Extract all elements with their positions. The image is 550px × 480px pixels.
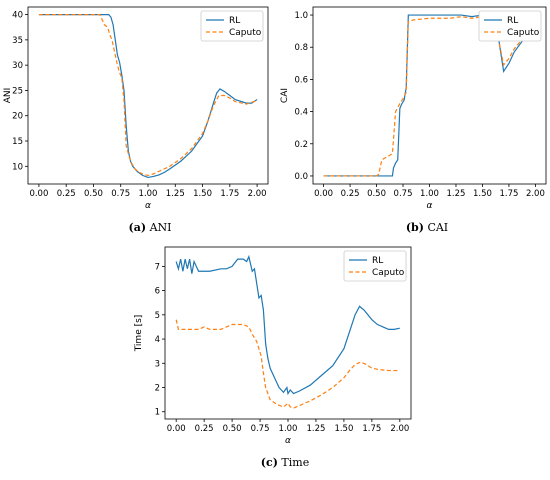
legend-label-caputo: Caputo	[507, 28, 540, 38]
x-tick-label: 0.50	[223, 424, 242, 434]
x-tick-label: 1.25	[306, 424, 325, 434]
y-tick-label: 0.0	[294, 172, 308, 182]
x-tick-label: 2.00	[526, 189, 545, 199]
y-tick-label: 7	[155, 262, 160, 272]
x-tick-label: 1.50	[334, 424, 353, 434]
x-tick-label: 0.25	[341, 189, 360, 199]
series-line-caputo	[38, 13, 258, 177]
x-axis-label: α	[285, 436, 291, 446]
y-tick-label: 0.8	[294, 43, 308, 53]
y-tick-label: 35	[12, 36, 23, 46]
x-tick-label: 0.00	[314, 189, 333, 199]
caption-text: Time	[281, 456, 310, 469]
x-tick-label: 0.75	[251, 424, 270, 434]
y-axis-label: Time [s]	[134, 315, 144, 353]
y-tick-label: 2	[155, 384, 160, 394]
x-tick-label: 1.50	[473, 189, 492, 199]
chart-time: 0.00 0.25 0.50 0.75 1.00 1.25 1.50 1.75 2.00 1 2 3 4…	[134, 246, 412, 446]
y-axis-label: CAI	[280, 88, 290, 103]
panel-cai: 0.00 0.25 0.50 0.75 1.00 1.25 1.50 1.75 2.00 0.0 0…	[275, 0, 550, 240]
x-tick-label: 1.50	[193, 189, 212, 199]
x-tick-label: 2.00	[390, 424, 409, 434]
x-tick-label: 0.00	[167, 424, 186, 434]
series-line-rl	[323, 14, 536, 177]
x-tick-label: 2.00	[248, 189, 267, 199]
x-tick-label: 1.75	[499, 189, 518, 199]
series-line-rl	[38, 13, 258, 179]
y-tick-label: 0.6	[294, 75, 308, 85]
series-line-caputo	[323, 16, 536, 177]
legend-box	[200, 10, 264, 42]
x-tick-label: 0.25	[57, 189, 76, 199]
y-tick-label: 6	[155, 287, 160, 297]
x-tick-label: 1.75	[220, 189, 239, 199]
caption-letter: (c)	[260, 456, 278, 469]
x-tick-label: 1.25	[447, 189, 466, 199]
y-tick-label: 30	[12, 61, 23, 71]
x-tick-label: 0.75	[394, 189, 413, 199]
series-line-caputo	[175, 319, 400, 409]
legend-label-caputo: Caputo	[229, 28, 262, 38]
x-tick-label: 0.00	[29, 189, 48, 199]
x-tick-label: 1.25	[166, 189, 185, 199]
legend-label-rl: RL	[372, 256, 383, 266]
x-tick-label: 0.50	[367, 189, 386, 199]
y-tick-label: 4	[155, 335, 160, 345]
caption-text: ANI	[149, 221, 172, 234]
y-tick-label: 1	[155, 408, 160, 418]
x-axis-label: α	[427, 201, 433, 211]
y-tick-label: 10	[12, 162, 23, 172]
caption-text: CAI	[427, 221, 449, 234]
x-tick-label: 0.75	[111, 189, 130, 199]
x-tick-label: 1.00	[420, 189, 439, 199]
panel-ani: 0.00 0.25 0.50 0.75 1.00 1.25 1.50 1.75 2.00 10 15…	[0, 0, 275, 240]
y-tick-label: 5	[155, 311, 160, 321]
series-line-rl	[175, 254, 400, 396]
y-tick-label: 40	[12, 11, 23, 21]
x-tick-label: 0.25	[195, 424, 214, 434]
y-tick-label: 1.0	[294, 11, 308, 21]
y-tick-label: 0.4	[294, 108, 308, 118]
x-tick-label: 1.00	[279, 424, 298, 434]
legend-box	[478, 10, 542, 42]
caption-time: (c) Time	[165, 456, 405, 469]
y-tick-label: 15	[12, 137, 23, 147]
y-tick-label: 0.2	[294, 140, 308, 150]
y-tick-label: 3	[155, 359, 160, 369]
x-tick-label: 0.50	[84, 189, 103, 199]
y-tick-label: 20	[12, 112, 23, 122]
y-axis-label: ANI	[3, 88, 13, 104]
legend-label-caputo: Caputo	[372, 268, 405, 278]
chart-ani: 0.00 0.25 0.50 0.75 1.00 1.25 1.50 1.75 2.00 10 15…	[3, 6, 269, 211]
legend-label-rl: RL	[229, 16, 240, 26]
legend-box	[343, 250, 407, 282]
x-tick-label: 1.75	[362, 424, 381, 434]
caption-ani: (a) ANI	[30, 221, 270, 234]
y-tick-label: 25	[12, 86, 23, 96]
caption-letter: (a)	[128, 221, 147, 234]
x-axis-label: α	[145, 201, 151, 211]
legend-label-rl: RL	[507, 16, 518, 26]
caption-cai: (b) CAI	[307, 221, 547, 234]
chart-cai: 0.00 0.25 0.50 0.75 1.00 1.25 1.50 1.75 2.00 0.0 0…	[280, 6, 547, 211]
caption-letter: (b)	[405, 221, 424, 234]
x-tick-label: 1.00	[139, 189, 158, 199]
panel-time: 0.00 0.25 0.50 0.75 1.00 1.25 1.50 1.75 2.00 1 2 3 4…	[125, 240, 415, 480]
